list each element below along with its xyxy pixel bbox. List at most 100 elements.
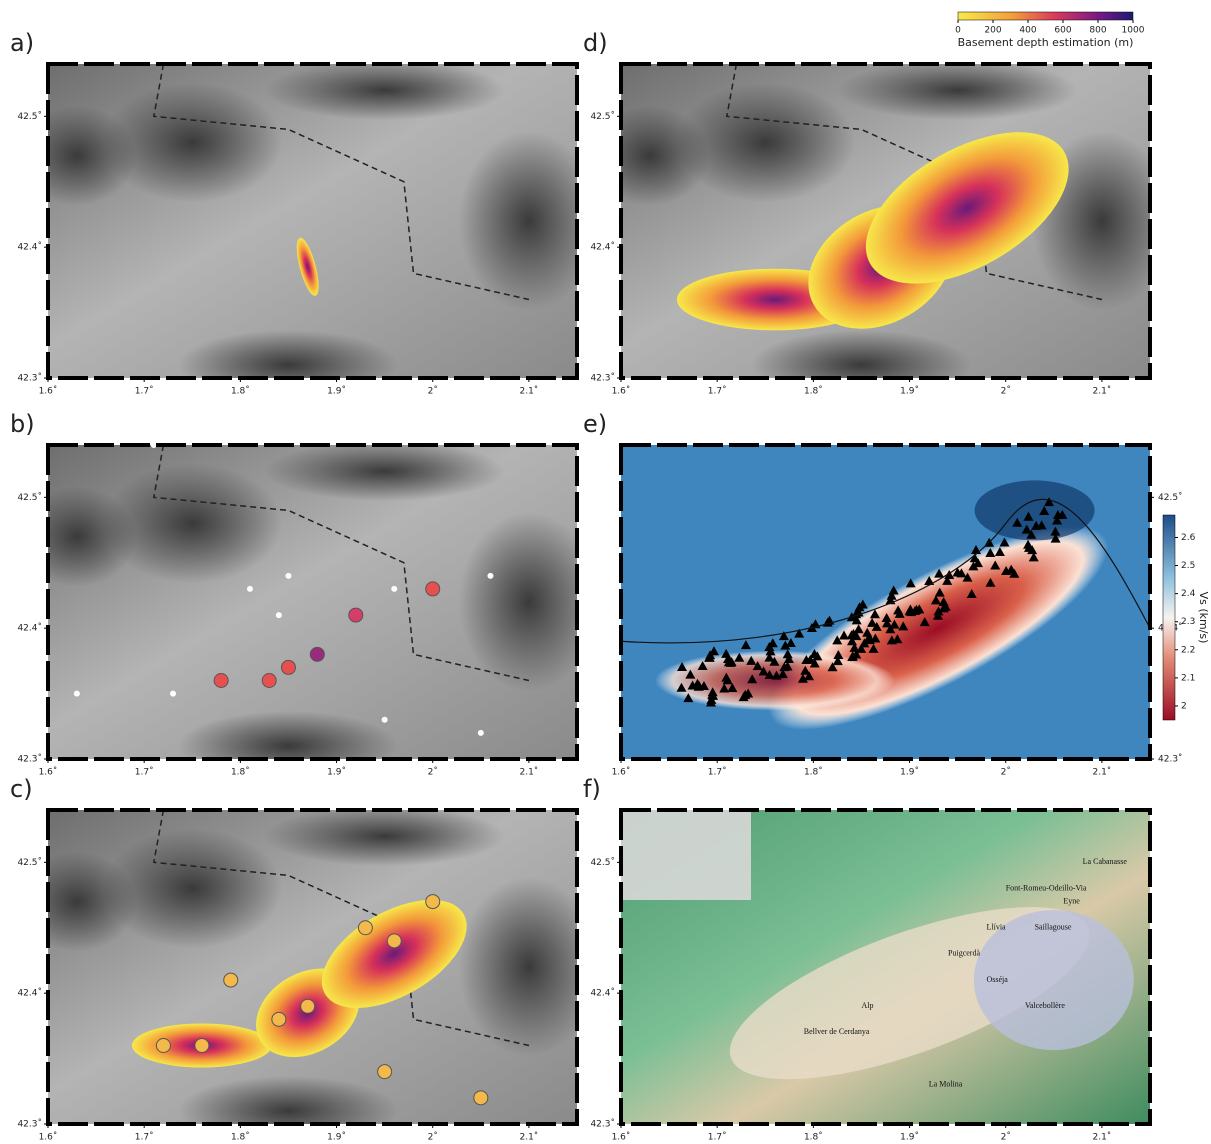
x-tick-label: 1.9˚ (900, 386, 919, 397)
panel-label: e) (583, 410, 607, 438)
site (224, 973, 238, 987)
site (478, 730, 484, 736)
site (382, 717, 388, 723)
mountain (178, 330, 398, 400)
place-name: Valcebollère (1025, 1001, 1065, 1010)
x-tick-label: 2.1˚ (1092, 767, 1111, 778)
x-tick-label: 1.7˚ (708, 386, 727, 397)
x-tick-label: 1.7˚ (708, 1132, 727, 1141)
colorbar-tick-label: 2.4 (1181, 589, 1196, 599)
place-name: Alp (861, 1001, 873, 1010)
site (378, 1065, 392, 1079)
x-tick-label: 1.8˚ (804, 767, 823, 778)
mountain (265, 60, 505, 120)
mountain (838, 60, 1078, 120)
y-tick-label: 42.4˚ (590, 242, 615, 253)
x-tick-label: 1.7˚ (708, 767, 727, 778)
colorbar-tick-label: 2.5 (1181, 561, 1195, 571)
x-tick-label: 1.6˚ (39, 386, 58, 397)
x-tick-label: 1.9˚ (327, 767, 346, 778)
y-tick-label: 42.4˚ (17, 623, 42, 634)
x-tick-label: 2˚ (1001, 767, 1011, 778)
colorbar-tick-label: 2.3 (1181, 617, 1195, 627)
site (310, 647, 324, 661)
x-tick-label: 1.8˚ (804, 1132, 823, 1141)
colorbar-tick-label: 800 (1089, 26, 1106, 36)
site (151, 442, 157, 448)
place-name: Puigcerdà (948, 949, 980, 958)
place-name: La Molina (929, 1080, 963, 1089)
map-panel: Font-Romeu-Odeillo-ViaLa CabanasseEyneSa… (583, 775, 1150, 1140)
site (426, 895, 440, 909)
map-panel: a)1.6˚1.7˚1.8˚1.9˚2˚2.1˚42.3˚42.4˚42.5˚ (10, 29, 599, 400)
site (358, 921, 372, 935)
panel-label: f) (583, 775, 601, 803)
map-body (17, 60, 599, 400)
y-tick-label: 42.5˚ (17, 111, 42, 122)
x-tick-label: 2.1˚ (519, 386, 538, 397)
place-name: Eyne (1063, 896, 1080, 905)
x-tick-label: 2˚ (1001, 1132, 1011, 1141)
y-tick-label: 42.5˚ (590, 857, 615, 868)
x-tick-label: 1.6˚ (612, 767, 631, 778)
map-body (17, 806, 599, 1140)
site (170, 691, 176, 697)
x-tick-label: 1.6˚ (39, 1132, 58, 1141)
site (391, 586, 397, 592)
x-tick-label: 1.8˚ (231, 1132, 250, 1141)
x-tick-label: 2.1˚ (519, 1132, 538, 1141)
mountain (265, 441, 505, 501)
map-panel: e)1.6˚1.7˚1.8˚1.9˚2˚2.1˚42.3˚42.4˚42.5˚ (583, 410, 1183, 778)
relief (621, 810, 751, 900)
map-panel: d)1.6˚1.7˚1.8˚1.9˚2˚2.1˚42.3˚42.4˚42.5˚ (583, 29, 1172, 400)
x-tick-label: 1.8˚ (231, 767, 250, 778)
y-tick-label: 42.3˚ (590, 373, 615, 384)
site (272, 1012, 286, 1026)
y-tick-label: 42.5˚ (17, 857, 42, 868)
y-tick-label: 42.4˚ (17, 988, 42, 999)
y-tick-label: 42.5˚ (17, 492, 42, 503)
site (387, 934, 401, 948)
place-name: La Cabanasse (1083, 857, 1128, 866)
y-tick-label: 42.3˚ (17, 373, 42, 384)
x-tick-label: 1.6˚ (39, 767, 58, 778)
x-tick-label: 1.7˚ (135, 1132, 154, 1141)
map-panel: b)1.6˚1.7˚1.8˚1.9˚2˚2.1˚42.3˚42.4˚42.5˚ (10, 410, 599, 781)
site (74, 691, 80, 697)
colorbar-tick-label: 2 (1181, 701, 1187, 711)
x-tick-label: 1.9˚ (327, 1132, 346, 1141)
site (285, 573, 291, 579)
place-name: Llívia (986, 923, 1006, 932)
map-body: Font-Romeu-Odeillo-ViaLa CabanasseEyneSa… (621, 810, 1150, 1124)
x-tick-label: 1.7˚ (135, 386, 154, 397)
place-name: Font-Romeu-Odeillo-Via (1006, 883, 1087, 892)
site (195, 1039, 209, 1053)
panel-label: c) (10, 775, 33, 803)
site (247, 586, 253, 592)
colorbar-tick-label: 1000 (1122, 26, 1145, 36)
y-tick-label: 42.3˚ (17, 754, 42, 765)
y-tick-label: 42.5˚ (590, 111, 615, 122)
x-tick-label: 2.1˚ (1092, 1132, 1111, 1141)
y-tick-label: 42.3˚ (1158, 754, 1183, 765)
x-tick-label: 1.9˚ (327, 386, 346, 397)
place-name: Osséja (986, 975, 1008, 984)
y-tick-label: 42.4˚ (17, 242, 42, 253)
colorbar-tick-label: 0 (955, 26, 961, 36)
y-tick-label: 42.3˚ (17, 1119, 42, 1130)
colorbar-label: Vs (km/s) (1197, 592, 1210, 644)
site (426, 582, 440, 596)
site (276, 612, 282, 618)
site (281, 660, 295, 674)
site (474, 1091, 488, 1105)
site (487, 573, 493, 579)
colorbar-tick-label: 2.6 (1181, 533, 1196, 543)
x-tick-label: 2.1˚ (1092, 386, 1111, 397)
mountain (178, 711, 398, 781)
map-body (621, 445, 1150, 766)
vs-high (975, 480, 1095, 540)
map-body (590, 60, 1172, 400)
x-tick-label: 2˚ (1001, 386, 1011, 397)
panel-label: b) (10, 410, 35, 438)
site (214, 674, 228, 688)
